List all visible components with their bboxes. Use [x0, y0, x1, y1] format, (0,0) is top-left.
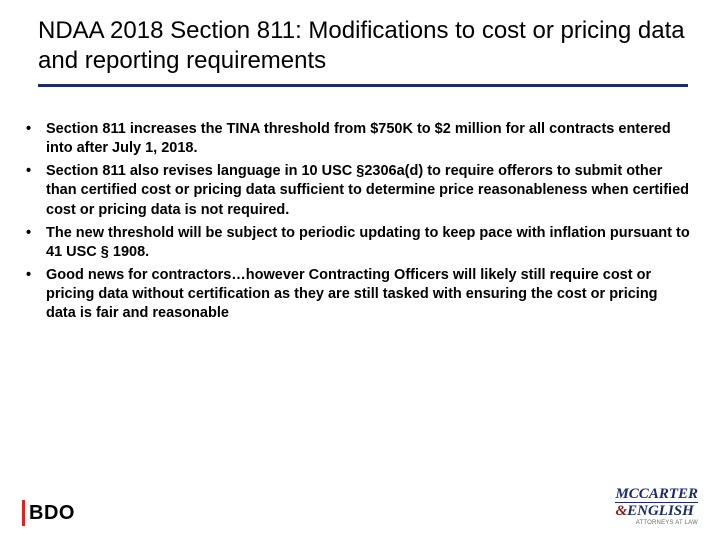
mce-line1: MCCARTER [615, 487, 698, 502]
mce-line1-text: MCCARTER [615, 486, 698, 502]
list-item: The new threshold will be subject to per… [22, 224, 690, 262]
title-rule [38, 84, 688, 87]
mccarter-english-logo: MCCARTER &ENGLISH ATTORNEYS AT LAW [615, 487, 698, 526]
bdo-bar-icon [22, 500, 25, 526]
list-item: Section 811 also revises language in 10 … [22, 162, 690, 219]
slide-title: NDAA 2018 Section 811: Modifications to … [38, 16, 688, 76]
bdo-logo: BDO [22, 500, 75, 526]
mce-tagline: ATTORNEYS AT LAW [615, 520, 698, 526]
list-item: Good news for contractors…however Contra… [22, 266, 690, 323]
slide: NDAA 2018 Section 811: Modifications to … [0, 0, 720, 540]
list-item: Section 811 increases the TINA threshold… [22, 120, 690, 158]
body: Section 811 increases the TINA threshold… [22, 120, 690, 327]
mce-line2: &ENGLISH [615, 502, 698, 519]
title-block: NDAA 2018 Section 811: Modifications to … [38, 16, 688, 87]
footer: BDO MCCARTER &ENGLISH ATTORNEYS AT LAW [0, 490, 720, 526]
mce-ampersand: & [615, 503, 627, 519]
bdo-logo-text: BDO [29, 502, 75, 525]
bullet-list: Section 811 increases the TINA threshold… [22, 120, 690, 323]
mce-line2-text: ENGLISH [627, 503, 694, 519]
